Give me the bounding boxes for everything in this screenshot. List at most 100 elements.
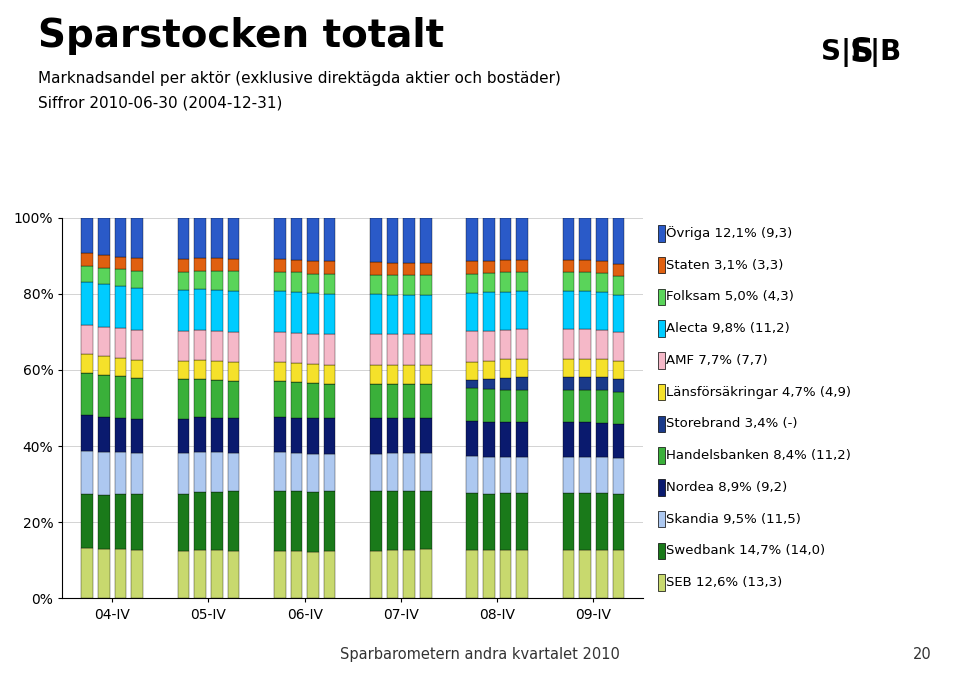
Bar [307, 418, 319, 454]
Bar [563, 218, 574, 260]
Bar [563, 377, 574, 390]
Bar [211, 550, 223, 598]
Bar [211, 379, 223, 418]
Bar [98, 218, 109, 255]
Bar [228, 491, 239, 551]
Bar [612, 294, 624, 332]
Bar [178, 361, 189, 379]
Bar [228, 258, 239, 271]
Bar [114, 269, 127, 286]
Bar [82, 373, 93, 415]
Bar [82, 325, 93, 354]
Bar [228, 332, 239, 362]
Bar [307, 293, 319, 334]
Bar [596, 359, 608, 377]
Bar [98, 417, 109, 452]
Bar [467, 456, 478, 493]
Bar [483, 494, 494, 549]
Bar [612, 361, 624, 379]
Bar [467, 261, 478, 273]
Bar [274, 452, 285, 491]
Bar [178, 551, 189, 598]
Bar [658, 320, 665, 337]
Bar [563, 359, 574, 377]
Bar [563, 272, 574, 291]
Bar [483, 292, 494, 330]
Bar [307, 261, 319, 273]
Bar [114, 376, 127, 418]
Bar [612, 458, 624, 494]
Bar [467, 493, 478, 550]
Bar [82, 494, 93, 547]
Bar [420, 384, 432, 418]
Bar [403, 335, 415, 365]
Bar [499, 456, 512, 494]
Bar [211, 418, 223, 452]
Bar [563, 550, 574, 598]
Bar [579, 456, 591, 493]
Bar [579, 493, 591, 550]
Bar [499, 360, 512, 378]
Bar [579, 390, 591, 422]
Bar [194, 258, 206, 271]
Bar [211, 331, 223, 361]
Bar [483, 261, 494, 273]
Bar [403, 491, 415, 549]
Bar [420, 334, 432, 365]
Bar [132, 218, 143, 258]
Bar [82, 354, 93, 373]
Bar [579, 329, 591, 358]
Bar [98, 327, 109, 356]
Bar [82, 218, 93, 253]
Bar [82, 451, 93, 494]
Bar [307, 492, 319, 551]
Bar [274, 418, 285, 452]
Bar [98, 452, 109, 494]
Bar [420, 218, 432, 262]
Bar [307, 454, 319, 492]
Bar [307, 334, 319, 364]
Bar [403, 365, 415, 384]
Bar [563, 390, 574, 422]
Bar [132, 550, 143, 598]
Bar [596, 390, 608, 422]
Bar [420, 453, 432, 491]
Bar [467, 273, 478, 293]
Bar [371, 454, 382, 492]
Bar [82, 547, 93, 598]
Bar [420, 295, 432, 334]
Bar [114, 286, 127, 328]
Bar [114, 218, 127, 257]
Text: Övriga 12,1% (9,3): Övriga 12,1% (9,3) [666, 226, 793, 241]
Bar [132, 288, 143, 330]
Bar [420, 365, 432, 384]
Bar [516, 218, 528, 260]
Text: Skandia 9,5% (11,5): Skandia 9,5% (11,5) [666, 513, 802, 526]
Bar [596, 494, 608, 550]
Bar [228, 381, 239, 418]
Bar [98, 375, 109, 417]
Bar [274, 362, 285, 381]
Bar [98, 268, 109, 284]
Bar [194, 418, 206, 452]
Text: Länsförsäkringar 4,7% (4,9): Länsförsäkringar 4,7% (4,9) [666, 386, 852, 398]
Bar [274, 333, 285, 362]
Bar [98, 356, 109, 375]
Bar [194, 360, 206, 379]
Bar [516, 494, 528, 549]
Text: S|E|B: S|E|B [822, 38, 901, 67]
Bar [274, 381, 285, 418]
Bar [467, 550, 478, 598]
Bar [516, 457, 528, 494]
Bar [194, 452, 206, 492]
Bar [579, 358, 591, 377]
Bar [516, 390, 528, 422]
Bar [387, 418, 398, 454]
Bar [307, 273, 319, 293]
Bar [114, 452, 127, 494]
Text: Sparstocken totalt: Sparstocken totalt [38, 17, 444, 55]
Bar [420, 491, 432, 549]
Bar [274, 292, 285, 333]
Bar [499, 272, 512, 292]
Bar [291, 273, 302, 292]
